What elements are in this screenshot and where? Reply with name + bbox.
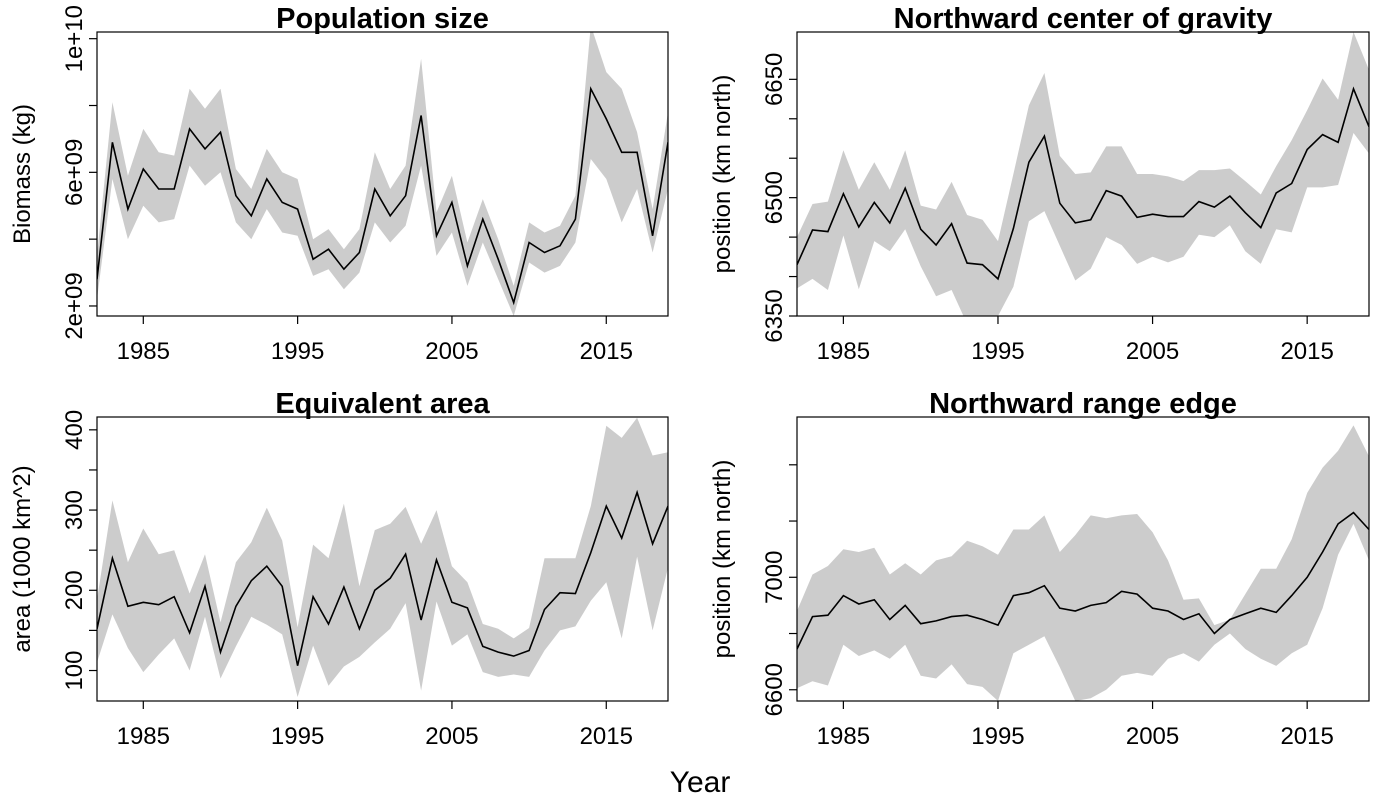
- x-tick-label: 1985: [817, 338, 870, 365]
- x-tick-label: 1995: [271, 723, 324, 750]
- y-axis-label: area (1000 km^2): [9, 465, 36, 652]
- x-tick-label: 2005: [1126, 338, 1179, 365]
- panel-northward-center-of-gravity: Northward center of gravity 1985 1995 2005 2…: [709, 3, 1370, 365]
- y-tick-label: 200: [61, 570, 88, 610]
- confidence-band: [97, 417, 668, 697]
- y-tick-label: 6650: [761, 53, 788, 106]
- y-tick-label: 100: [61, 650, 88, 690]
- y-tick-label: 6500: [761, 171, 788, 224]
- plot-frame: [96, 31, 669, 317]
- plot-frame: [796, 31, 1370, 317]
- y-tick-label: 400: [61, 410, 88, 450]
- y-tick-label: 6350: [761, 289, 788, 342]
- y-tick-label: 2e+09: [61, 272, 88, 339]
- y-axis-label: position (km north): [709, 460, 736, 659]
- x-tick-label: 2005: [1126, 723, 1179, 750]
- x-tick-label: 2005: [425, 338, 478, 365]
- x-tick-label: 1995: [971, 338, 1024, 365]
- confidence-band: [797, 425, 1369, 701]
- x-tick-label: 1995: [271, 338, 324, 365]
- plot-frame: [796, 416, 1370, 702]
- x-tick-label: 1985: [117, 723, 170, 750]
- panel-title: Northward range edge: [929, 388, 1237, 420]
- y-tick-label: 1e+10: [61, 5, 88, 72]
- panel-population-size: Population size 1985 1995 2005 2015 2e+09 6e+0…: [9, 3, 669, 365]
- y-tick-label: 7000: [761, 551, 788, 604]
- y-tick-label: 6600: [761, 663, 788, 716]
- confidence-band: [97, 32, 668, 316]
- x-tick-label: 2015: [580, 723, 633, 750]
- y-axis-label: position (km north): [709, 75, 736, 274]
- y-tick-label: 300: [61, 490, 88, 530]
- y-tick-label: 6e+09: [61, 139, 88, 206]
- y-axis-label: Biomass (kg): [9, 104, 36, 244]
- x-tick-label: 1985: [117, 338, 170, 365]
- panel-title: Northward center of gravity: [894, 3, 1273, 35]
- panel-title: Equivalent area: [275, 388, 490, 420]
- figure-x-axis-label: Year: [670, 766, 731, 799]
- x-tick-label: 2015: [1280, 338, 1333, 365]
- x-tick-label: 2015: [1280, 723, 1333, 750]
- estimate-line: [797, 511, 1369, 650]
- x-tick-label: 2015: [580, 338, 633, 365]
- x-tick-label: 1985: [817, 723, 870, 750]
- estimate-line: [97, 86, 668, 306]
- confidence-band: [797, 32, 1369, 316]
- panel-northward-range-edge: Northward range edge 1985 1995 2005 2015 6600…: [709, 388, 1370, 750]
- plot-frame: [96, 416, 669, 702]
- panel-title: Population size: [276, 3, 489, 35]
- estimate-line: [797, 86, 1369, 281]
- x-tick-label: 1995: [971, 723, 1024, 750]
- panel-equivalent-area: Equivalent area 1985 1995 2005 2015 100 200 300…: [9, 388, 669, 750]
- x-tick-label: 2005: [425, 723, 478, 750]
- estimate-line: [97, 489, 668, 666]
